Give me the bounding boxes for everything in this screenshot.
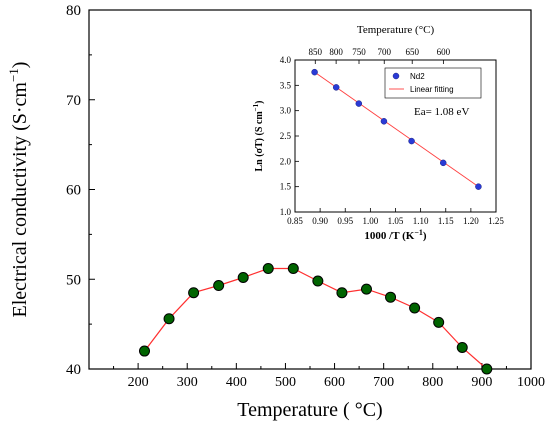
data-point	[385, 291, 397, 303]
inset-chart: 0.85 0.90 0.95 1.00 1.05 1.10 1.15 1.20 1.25 1.0 1…	[252, 24, 504, 242]
x-tick-label: 700	[373, 375, 394, 390]
inset-y-tick-label: 3.5	[280, 80, 292, 90]
fit-line	[314, 71, 479, 188]
y-tick-label: 70	[66, 93, 81, 109]
inset-x-tick-label: 1.15	[438, 216, 454, 226]
data-point	[262, 262, 274, 274]
inset-y-tick-label: 4.0	[280, 55, 292, 65]
legend-marker-nd2	[392, 72, 400, 80]
inset-top-tick-label: 800	[329, 47, 343, 57]
x-tick-label: 600	[324, 375, 345, 390]
data-point	[409, 302, 421, 314]
x-tick-label: 400	[226, 375, 247, 390]
data-point	[237, 271, 249, 283]
inset-legend: Nd2 Linear fitting	[384, 67, 482, 99]
inset-y-axis-label-superscript: −1	[252, 103, 260, 111]
inset-x-tick-label: 1.25	[488, 216, 504, 226]
inset-y-tick-label: 1.0	[280, 207, 292, 217]
data-point	[213, 280, 225, 292]
x-tick-label: 800	[422, 375, 443, 390]
data-point	[188, 287, 200, 299]
inset-data-point	[475, 183, 482, 190]
x-tick-label: 300	[177, 375, 198, 390]
inset-x-tick-label: 1.20	[463, 216, 479, 226]
inset-data-point	[408, 137, 415, 145]
inset-top-tick-label: 850	[309, 47, 323, 57]
inset-y-tick-label: 3.0	[280, 106, 292, 116]
inset-top-tick-label: 750	[352, 47, 366, 57]
inset-x-axis-label-superscript: −1	[414, 228, 423, 237]
legend-label-fit: Linear fitting	[410, 85, 454, 94]
y-axis-label-superscript: −1	[6, 68, 21, 82]
inset-top-tick-label: 650	[405, 47, 419, 57]
inset-x-tick-label: 0.85	[287, 216, 303, 226]
inset-data-point	[332, 84, 340, 91]
data-point	[433, 316, 445, 328]
inset-y-tick-label: 2.5	[280, 131, 292, 141]
data-point	[138, 345, 150, 357]
inset-data-point	[380, 118, 388, 125]
data-point	[163, 313, 175, 325]
y-axis-label-text: Electrical conductivity (S·cm	[9, 82, 31, 318]
inset-y-axis-label-text: Ln (σT) (S cm	[254, 111, 265, 172]
y-tick-label: 60	[66, 183, 81, 199]
data-point	[456, 341, 468, 353]
inset-data-point	[439, 159, 447, 167]
inset-x-axis-label-close: )	[423, 230, 427, 242]
inset-y-tick-label: 1.5	[280, 182, 292, 192]
inset-x-tick-label: 0.90	[312, 216, 328, 226]
inset-x-tick-label: 0.95	[337, 216, 353, 226]
main-chart: 200 300 400 500 600 700 800 900 1000 40 50 60 70 80 Te…	[6, 3, 545, 421]
inset-x-tick-label: 1.00	[363, 216, 379, 226]
x-axis-label: Temperature ( °C)	[237, 399, 382, 421]
inset-y-axis-label-close: )	[254, 100, 265, 103]
inset-x-axis-label: 1000 /T (K−1)	[364, 228, 426, 242]
inset-top-tick-label: 600	[437, 47, 451, 57]
data-point	[336, 287, 348, 299]
data-point	[360, 283, 372, 295]
y-axis-label-close: )	[9, 62, 31, 69]
inset-data-point	[355, 100, 363, 107]
legend-label-nd2: Nd2	[410, 72, 425, 81]
y-axis-label: Electrical conductivity (S·cm−1)	[6, 62, 31, 318]
x-tick-label: 1000	[517, 375, 545, 390]
inset-top-axis-label: Temperature (°C)	[357, 24, 435, 36]
inset-y-axis-label: Ln (σT) (S cm−1)	[252, 100, 265, 171]
inset-x-tick-label: 1.10	[413, 216, 429, 226]
x-tick-label: 900	[471, 375, 492, 390]
activation-energy-annotation: Ea= 1.08 eV	[414, 106, 469, 118]
y-tick-label: 50	[66, 272, 81, 288]
inset-data-point	[311, 68, 318, 76]
x-tick-label: 500	[275, 375, 296, 390]
y-tick-label: 80	[66, 3, 81, 19]
data-point	[312, 275, 324, 287]
data-point	[287, 262, 299, 274]
inset-top-tick-label: 700	[377, 47, 391, 57]
inset-x-tick-label: 1.05	[388, 216, 404, 226]
data-point	[481, 363, 493, 375]
inset-x-axis-label-text: 1000 /T (K	[364, 230, 414, 242]
legend-box	[384, 67, 482, 99]
y-tick-label: 40	[66, 362, 81, 378]
inset-y-tick-label: 2.0	[280, 156, 292, 166]
x-tick-label: 200	[128, 375, 149, 390]
